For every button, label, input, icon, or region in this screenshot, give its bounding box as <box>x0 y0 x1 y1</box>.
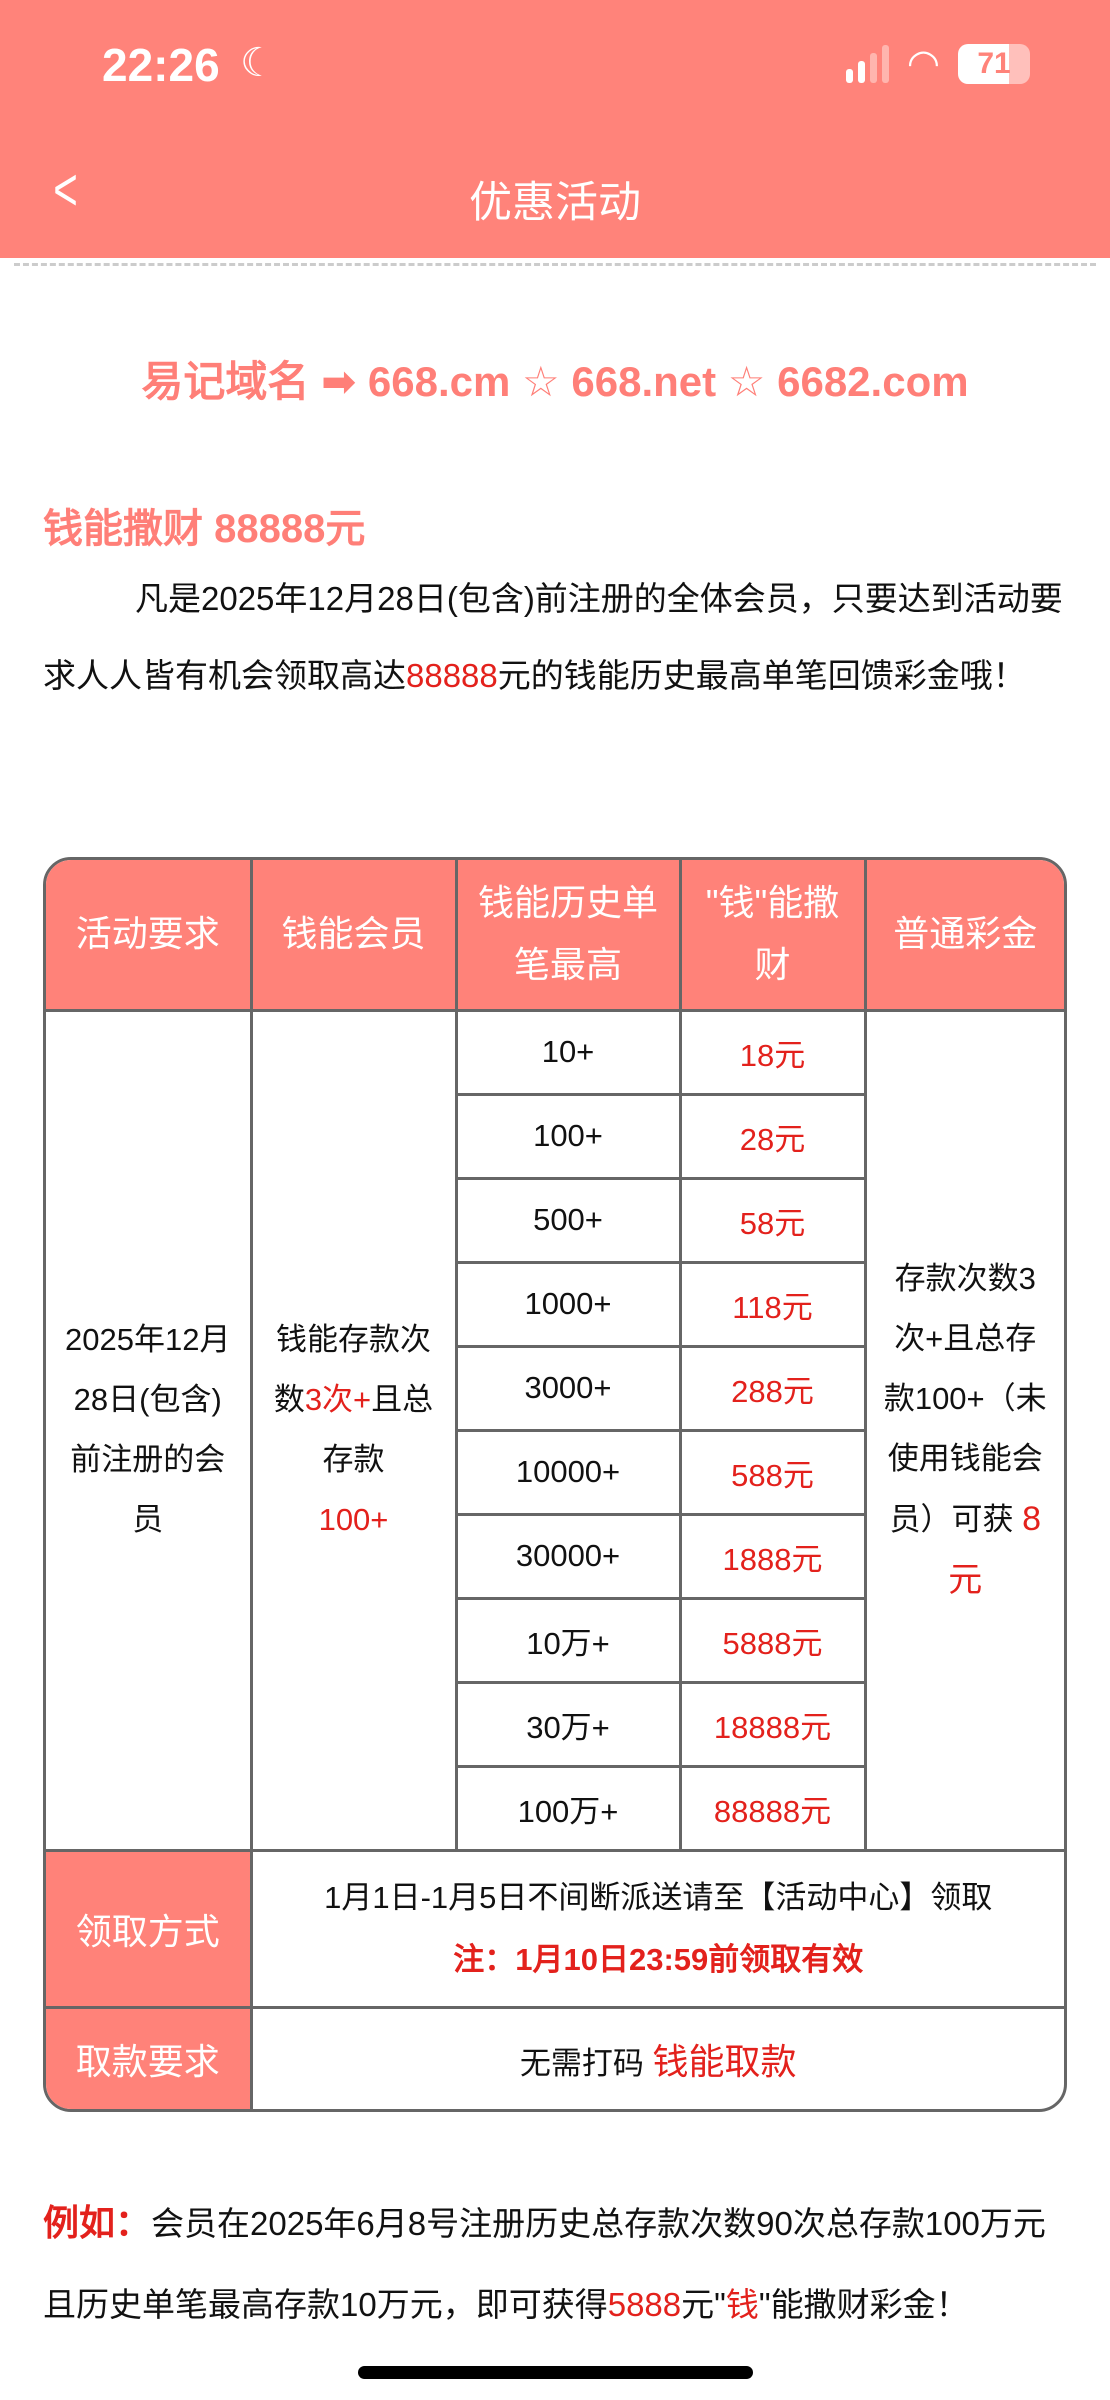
status-icons: ◠ 71 <box>845 43 1030 85</box>
header-bonus: "钱"能撒财 <box>678 860 867 1012</box>
top-bar: 22:26 ☾ ◠ 71 < 优惠活动 <box>0 0 1110 258</box>
deposit-cell: 100万+ <box>456 1764 682 1852</box>
table-row: 100万+ 88888元 <box>46 1764 1064 1852</box>
deposit-cell: 100+ <box>456 1092 682 1180</box>
deposit-cell: 500+ <box>456 1176 682 1264</box>
promo-heading: 钱能撒财 88888元 <box>43 507 366 551</box>
member-cell: 钱能存款次数3次+且总存款 100+ <box>249 1008 458 1852</box>
bonus-cell: 1888元 <box>678 1512 865 1600</box>
bonus-cell: 88888元 <box>678 1764 865 1852</box>
bonus-cell: 18888元 <box>678 1680 865 1768</box>
withdraw-row: 取款要求 无需打码 钱能取款 <box>46 2005 1064 2109</box>
bonus-cell: 118元 <box>678 1260 865 1348</box>
bonus-cell: 5888元 <box>678 1596 865 1684</box>
deposit-cell: 30000+ <box>456 1512 682 1600</box>
table-row: 30000+ 1888元 <box>46 1512 1064 1600</box>
claim-row: 领取方式 1月1日-1月5日不间断派送请至【活动中心】领取 注：1月10日23:5… <box>46 1848 1064 2009</box>
normal-bonus-cell: 存款次数3次+且总存款100+（未使用钱能会员）可获 8元 <box>863 1008 1064 1852</box>
bonus-cell: 58元 <box>678 1176 865 1264</box>
wifi-icon: ◠ <box>906 43 940 85</box>
moon-icon: ☾ <box>240 41 276 85</box>
battery-icon: 71 <box>958 44 1030 84</box>
deposit-cell: 30万+ <box>456 1680 682 1768</box>
table-row: 10000+ 588元 <box>46 1428 1064 1516</box>
table-row: 3000+ 288元 <box>46 1344 1064 1432</box>
requirement-cell: 2025年12月28日(包含)前注册的会员 <box>46 1008 253 1852</box>
header-deposit: 钱能历史单笔最高 <box>454 860 682 1012</box>
table-row: 1000+ 118元 <box>46 1260 1064 1348</box>
table-row: 10万+ 5888元 <box>46 1596 1064 1684</box>
divider <box>14 263 1096 266</box>
bonus-cell: 28元 <box>678 1092 865 1180</box>
bonus-cell: 588元 <box>678 1428 865 1516</box>
header-member: 钱能会员 <box>249 860 458 1012</box>
deposit-cell: 10万+ <box>456 1596 682 1684</box>
promo-table: 活动要求 钱能会员 钱能历史单笔最高 "钱"能撒财 普通彩金 2025年12月2… <box>43 857 1067 2112</box>
signal-icon <box>845 45 889 83</box>
home-indicator[interactable] <box>358 2366 753 2379</box>
table-row: 30万+ 18888元 <box>46 1680 1064 1768</box>
withdraw-label: 取款要求 <box>46 2005 253 2109</box>
claim-cell: 1月1日-1月5日不间断派送请至【活动中心】领取 注：1月10日23:59前领取有… <box>249 1848 1064 2009</box>
domain-list: 易记域名 ➡ 668.cm ☆ 668.net ☆ 6682.com <box>141 358 969 405</box>
deposit-cell: 3000+ <box>456 1344 682 1432</box>
deposit-cell: 10+ <box>454 1008 682 1096</box>
page-title: 优惠活动 <box>469 179 641 227</box>
status-time: 22:26 <box>102 39 220 91</box>
bonus-cell: 288元 <box>678 1344 865 1432</box>
table-header-row: 活动要求 钱能会员 钱能历史单笔最高 "钱"能撒财 普通彩金 <box>46 860 1064 1012</box>
deposit-cell: 1000+ <box>456 1260 682 1348</box>
example-text: 例如：会员在2025年6月8号注册历史总存款次数90次总存款100万元且历史单笔… <box>43 2202 1046 2323</box>
deposit-cell: 10000+ <box>456 1428 682 1516</box>
bonus-cell: 18元 <box>678 1008 867 1096</box>
withdraw-cell: 无需打码 钱能取款 <box>249 2005 1064 2109</box>
promo-intro: 凡是2025年12月28日(包含)前注册的全体会员，只要达到活动要求人人皆有机会… <box>43 580 1063 694</box>
table-row: 2025年12月28日(包含)前注册的会员 钱能存款次数3次+且总存款 100+ … <box>46 1008 1064 1852</box>
table-row: 500+ 58元 <box>46 1176 1064 1264</box>
claim-label: 领取方式 <box>46 1848 253 2009</box>
table-row: 100+ 28元 <box>46 1092 1064 1180</box>
header-requirement: 活动要求 <box>46 860 253 1012</box>
back-button[interactable]: < <box>53 156 78 223</box>
header-normal: 普通彩金 <box>863 860 1064 1012</box>
